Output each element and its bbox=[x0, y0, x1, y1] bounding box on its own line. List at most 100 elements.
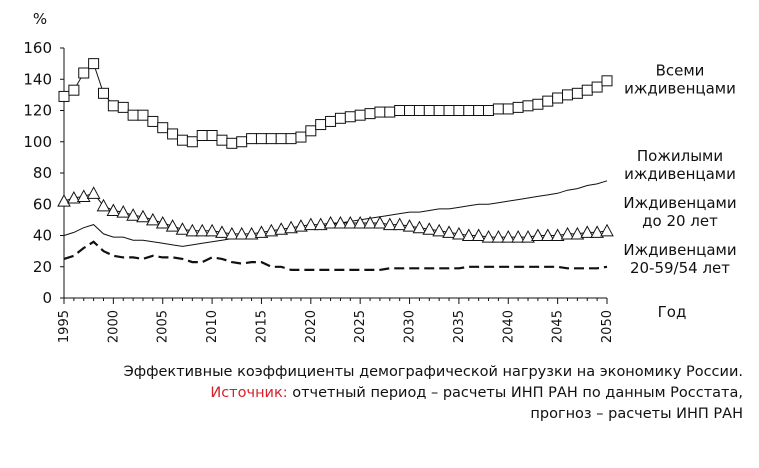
x-tick-label: 2045 bbox=[551, 310, 566, 343]
source-text: отчетный период – расчеты ИНП РАН по дан… bbox=[287, 385, 743, 401]
data-point bbox=[492, 103, 504, 115]
data-point bbox=[285, 133, 297, 145]
data-point bbox=[284, 220, 298, 234]
data-point bbox=[423, 105, 435, 116]
caption-forecast: прогноз – расчеты ИНП РАН bbox=[530, 406, 743, 422]
data-point bbox=[126, 208, 140, 221]
y-tick-label: 80 bbox=[33, 164, 52, 182]
data-point bbox=[531, 228, 545, 241]
data-point bbox=[106, 203, 121, 216]
data-point bbox=[325, 115, 337, 127]
data-point bbox=[215, 225, 229, 238]
series-labels: ВсемииждивенцамиПожилымииждивенцамиИждив… bbox=[623, 61, 736, 277]
y-tick-label: 0 bbox=[42, 289, 52, 307]
data-point bbox=[88, 58, 100, 70]
data-point bbox=[512, 101, 524, 113]
data-point bbox=[136, 209, 150, 223]
data-point bbox=[146, 212, 160, 226]
data-point bbox=[315, 119, 327, 131]
data-point bbox=[96, 198, 111, 212]
data-point bbox=[601, 75, 613, 87]
data-point bbox=[295, 131, 307, 143]
data-point bbox=[97, 87, 109, 99]
data-point bbox=[175, 222, 190, 235]
data-point bbox=[323, 215, 338, 229]
caption-title: Эффективные коэффициенты демографической… bbox=[123, 364, 743, 380]
data-point bbox=[412, 220, 427, 234]
data-point bbox=[157, 122, 169, 134]
data-point bbox=[394, 105, 406, 116]
y-tick-label: 140 bbox=[23, 70, 52, 88]
data-point bbox=[443, 105, 455, 116]
data-point bbox=[234, 226, 249, 240]
data-point bbox=[600, 223, 614, 237]
data-point bbox=[186, 136, 198, 148]
data-point bbox=[68, 84, 80, 96]
series-label-2: Пожилыми bbox=[637, 147, 723, 165]
x-tick-label: 2030 bbox=[403, 310, 418, 343]
x-tick-label: 1995 bbox=[57, 310, 72, 343]
data-point bbox=[343, 215, 358, 229]
data-point bbox=[274, 222, 289, 235]
data-point bbox=[542, 95, 554, 107]
data-point bbox=[78, 67, 90, 79]
data-point bbox=[452, 226, 466, 240]
data-point bbox=[246, 133, 258, 145]
data-point bbox=[137, 109, 149, 121]
data-point bbox=[195, 223, 210, 237]
data-point bbox=[453, 105, 465, 116]
caption-source: Источник: отчетный период – расчеты ИНП … bbox=[124, 383, 743, 404]
data-point bbox=[294, 219, 308, 232]
data-point bbox=[265, 133, 277, 145]
data-point bbox=[392, 217, 407, 231]
data-point bbox=[373, 215, 387, 229]
data-point bbox=[473, 105, 485, 116]
series-line bbox=[63, 180, 608, 247]
x-tick-label: 2040 bbox=[501, 310, 516, 343]
data-point bbox=[521, 230, 535, 243]
data-point bbox=[571, 87, 583, 99]
data-point bbox=[303, 217, 318, 231]
data-point bbox=[501, 230, 516, 243]
data-point bbox=[226, 137, 238, 149]
data-point bbox=[127, 109, 139, 121]
data-point bbox=[205, 223, 219, 237]
series-label-4: 20-59/54 лет bbox=[630, 259, 730, 277]
data-point bbox=[185, 223, 200, 237]
data-point bbox=[374, 106, 386, 118]
data-point bbox=[176, 134, 188, 146]
data-point bbox=[224, 226, 239, 240]
data-point bbox=[511, 230, 525, 243]
series-label-2: иждивенцами bbox=[624, 165, 736, 183]
data-point bbox=[384, 106, 396, 118]
y-tick-label: 100 bbox=[23, 133, 52, 151]
x-tick-label: 2035 bbox=[452, 310, 467, 343]
x-axis-label: Год bbox=[658, 303, 687, 321]
x-tick-label: 2025 bbox=[353, 310, 368, 343]
data-point bbox=[344, 111, 356, 123]
data-point bbox=[67, 190, 81, 204]
data-point bbox=[483, 105, 495, 116]
data-point bbox=[244, 226, 259, 240]
y-tick-label: 120 bbox=[23, 102, 52, 120]
data-point bbox=[413, 105, 425, 116]
series-label-1: иждивенцами bbox=[624, 79, 736, 97]
data-point bbox=[275, 133, 287, 145]
data-point bbox=[491, 230, 506, 243]
x-tick-label: 2020 bbox=[304, 310, 319, 343]
x-tick-label: 2010 bbox=[205, 310, 220, 343]
data-point bbox=[433, 105, 445, 116]
series-label-1: Всеми bbox=[656, 61, 705, 79]
data-point bbox=[165, 219, 180, 232]
data-point bbox=[432, 223, 447, 237]
x-tick-label: 2015 bbox=[254, 310, 269, 343]
data-point bbox=[334, 112, 346, 124]
y-tick-label: 40 bbox=[33, 227, 52, 245]
series-label-4: Иждивенцами bbox=[623, 241, 736, 259]
series-3 bbox=[57, 186, 614, 243]
series-label-3: до 20 лет bbox=[642, 212, 718, 230]
data-point bbox=[236, 136, 248, 148]
data-point bbox=[216, 134, 228, 146]
data-point bbox=[522, 100, 534, 112]
